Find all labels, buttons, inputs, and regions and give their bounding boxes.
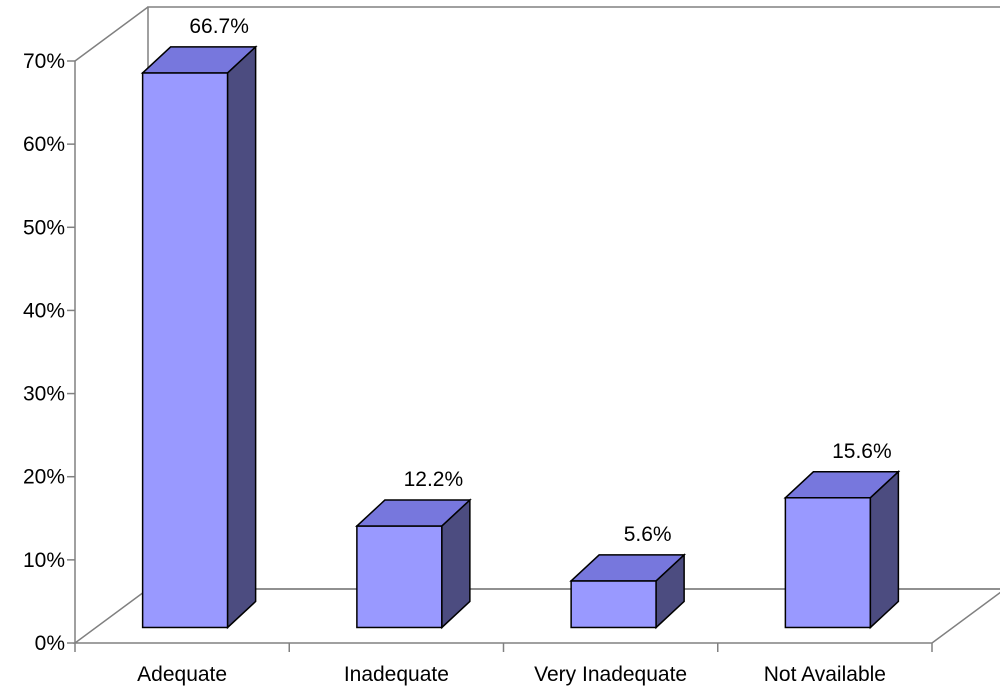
category-label: Adequate — [137, 663, 227, 686]
y-tick-label: 60% — [23, 133, 65, 156]
bar-very-inadequate — [569, 553, 687, 630]
y-tick-label: 20% — [23, 466, 65, 489]
bar-front-face — [356, 525, 443, 629]
category-label: Not Available — [764, 663, 886, 686]
data-label: 5.6% — [624, 523, 672, 546]
bar-inadequate — [354, 498, 472, 630]
bar-adequate — [140, 45, 258, 630]
bar-front-face — [784, 497, 872, 629]
y-tick-label: 0% — [35, 632, 65, 655]
bar-not-available — [783, 470, 901, 630]
bar-side-face — [441, 498, 471, 630]
category-labels: Adequate Inadequate Very Inadequate Not Ava… — [137, 663, 886, 686]
y-axis-ticks: 0% 10% 20% 30% 40% 50% 60% 70% — [23, 50, 75, 655]
bar-side-face — [655, 553, 685, 630]
data-label: 15.6% — [832, 440, 892, 463]
category-label: Very Inadequate — [534, 663, 687, 686]
y-tick-label: 10% — [23, 549, 65, 572]
category-label: Inadequate — [344, 663, 449, 686]
data-label: 66.7% — [189, 15, 249, 38]
data-label: 12.2% — [404, 468, 464, 491]
data-labels: 66.7% 12.2% 5.6% 15.6% — [189, 15, 891, 546]
bar-side-face — [226, 45, 257, 630]
bar-side-face — [869, 470, 900, 630]
y-tick-label: 30% — [23, 383, 65, 406]
chart-floor — [72, 588, 1000, 644]
x-axis-ticks — [74, 643, 933, 652]
chart-side-wall-edge — [74, 6, 149, 62]
bar-front-face — [570, 580, 657, 629]
bar-front-face — [141, 72, 229, 629]
y-tick-label: 40% — [23, 299, 65, 322]
y-tick-label: 50% — [23, 216, 65, 239]
bars — [140, 45, 901, 630]
y-tick-label: 70% — [23, 50, 65, 73]
